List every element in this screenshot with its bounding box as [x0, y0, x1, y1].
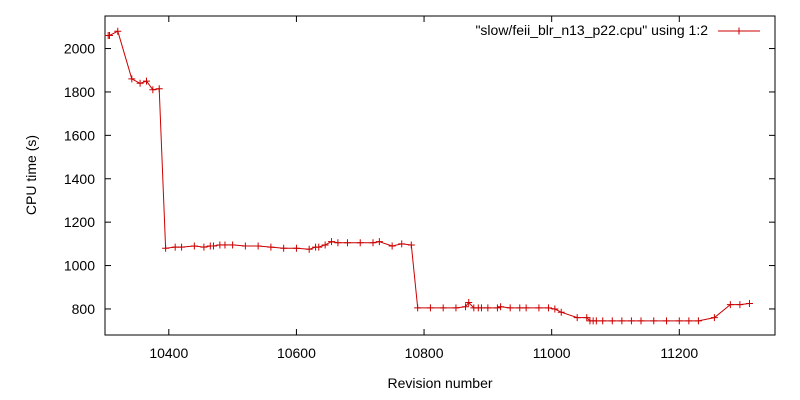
data-point — [592, 317, 600, 325]
data-point — [267, 243, 275, 251]
legend: "slow/feii_blr_n13_p22.cpu" using 1:2 — [475, 22, 760, 38]
data-point — [388, 242, 396, 250]
y-tick-label: 1800 — [64, 84, 95, 100]
data-point — [573, 314, 581, 322]
data-point — [398, 240, 406, 248]
data-point — [544, 304, 552, 312]
x-tick-label: 10400 — [149, 345, 188, 361]
data-point — [315, 243, 323, 251]
y-tick-label: 2000 — [64, 41, 95, 57]
y-tick-label: 1200 — [64, 214, 95, 230]
data-point — [105, 32, 113, 40]
data-point — [663, 317, 671, 325]
data-point — [477, 304, 485, 312]
data-point — [369, 239, 377, 247]
data-point — [375, 238, 383, 246]
data-point — [465, 298, 473, 306]
data-point — [583, 314, 591, 322]
data-point — [710, 314, 718, 322]
data-point — [535, 304, 543, 312]
data-point — [522, 304, 530, 312]
data-point — [128, 75, 136, 83]
data-point — [343, 239, 351, 247]
data-point — [484, 304, 492, 312]
x-tick-label: 10800 — [405, 345, 444, 361]
data-point — [334, 239, 342, 247]
data-point — [551, 305, 559, 313]
data-point — [426, 304, 434, 312]
data-point — [599, 317, 607, 325]
data-point — [407, 241, 415, 249]
data-point — [557, 308, 565, 316]
data-point — [305, 245, 313, 253]
data-point — [685, 317, 693, 325]
x-tick-label: 11200 — [660, 345, 698, 361]
data-point — [162, 244, 170, 252]
data-point — [618, 317, 626, 325]
data-point — [241, 242, 249, 250]
legend-marker — [735, 27, 743, 35]
y-axis-label: CPU time (s) — [23, 135, 39, 215]
data-point — [736, 301, 744, 309]
data-point — [178, 243, 186, 251]
data-point — [356, 239, 364, 247]
data-point — [745, 300, 753, 308]
x-tick-label: 10600 — [277, 345, 316, 361]
x-axis-label: Revision number — [387, 375, 492, 391]
data-point — [637, 317, 645, 325]
data-point — [675, 317, 683, 325]
data-point — [292, 244, 300, 252]
data-point — [114, 27, 122, 35]
x-tick-label: 11000 — [533, 345, 571, 361]
data-point — [462, 303, 470, 311]
data-point — [171, 243, 179, 251]
y-tick-label: 800 — [72, 301, 96, 317]
data-point — [726, 301, 734, 309]
data-point — [155, 85, 163, 93]
data-point — [254, 242, 262, 250]
y-tick-label: 1000 — [64, 258, 95, 274]
series-line — [108, 30, 750, 322]
data-point — [321, 241, 329, 249]
axis-ticks: 10400 10600 10800 11000 11200 800 1000 1200 1400… — [64, 16, 775, 361]
data-point — [142, 77, 150, 85]
data-point — [516, 304, 524, 312]
data-point — [414, 304, 422, 312]
legend-label: "slow/feii_blr_n13_p22.cpu" using 1:2 — [475, 22, 708, 38]
data-point — [452, 304, 460, 312]
data-point — [149, 86, 157, 94]
data-point — [608, 317, 616, 325]
data-point — [328, 238, 336, 246]
data-point — [200, 243, 208, 251]
data-point — [627, 317, 635, 325]
plot-frame — [104, 15, 776, 336]
data-point — [506, 304, 514, 312]
data-point — [497, 303, 505, 311]
y-tick-label: 1600 — [64, 127, 95, 143]
data-point — [493, 304, 501, 312]
data-point — [694, 317, 702, 325]
data-point — [136, 79, 144, 87]
legend-marker-plus — [735, 27, 743, 35]
data-point — [190, 242, 198, 250]
y-tick-label: 1400 — [64, 171, 95, 187]
data-point — [221, 241, 229, 249]
data-point — [439, 304, 447, 312]
data-point — [280, 244, 288, 252]
series-layer — [104, 27, 753, 325]
data-point — [209, 242, 217, 250]
data-point — [650, 317, 658, 325]
data-point — [229, 241, 237, 249]
